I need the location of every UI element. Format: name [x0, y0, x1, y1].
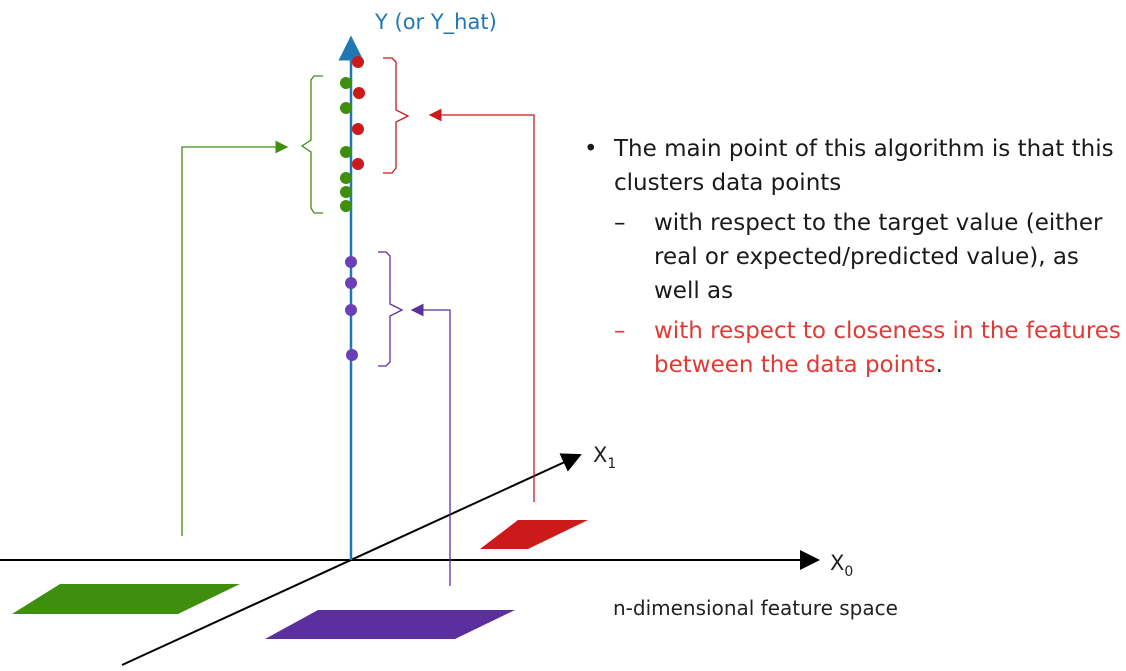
- green-point: [340, 172, 352, 184]
- red-region: [480, 520, 588, 549]
- feature-space-caption: n-dimensional feature space: [613, 596, 898, 620]
- bullet-main-text: The main point of this algorithm is that…: [614, 136, 1114, 196]
- sub-bullet-features: – with respect to closeness in the featur…: [584, 314, 1124, 382]
- red-brace: [383, 57, 410, 174]
- x1-axis-subscript: 1: [607, 456, 616, 472]
- green-connector-arrow: [181, 140, 289, 536]
- purple-point: [345, 304, 357, 316]
- purple-brace: [378, 251, 404, 367]
- green-points: [340, 77, 352, 212]
- purple-region: [265, 610, 515, 639]
- green-point: [340, 77, 352, 89]
- purple-point: [346, 349, 358, 361]
- bullet-main: The main point of this algorithm is that…: [584, 132, 1124, 200]
- red-point: [352, 123, 364, 135]
- green-region: [12, 584, 240, 614]
- y-axis-label: Y (or Y_hat): [374, 10, 497, 35]
- sub-bullet-dash: –: [614, 318, 626, 344]
- purple-point: [345, 277, 357, 289]
- red-connector-arrow: [428, 108, 535, 502]
- red-point: [352, 56, 364, 68]
- sub-bullet-target: – with respect to the target value (eithe…: [584, 206, 1124, 308]
- purple-point: [345, 256, 357, 268]
- green-point: [340, 146, 352, 158]
- green-point: [340, 200, 352, 212]
- x0-axis-label: X0: [830, 551, 853, 580]
- purple-points: [345, 256, 358, 361]
- sub-bullet-period: .: [935, 352, 943, 378]
- sub-bullet-dash: –: [614, 210, 626, 236]
- green-point: [340, 102, 352, 114]
- purple-connector-arrow: [410, 303, 451, 586]
- sub-bullet-target-text: with respect to the target value (either…: [654, 210, 1103, 304]
- green-point: [340, 186, 352, 198]
- red-point: [352, 158, 364, 170]
- x1-axis-label: X1: [593, 443, 616, 472]
- explanation-bullets: The main point of this algorithm is that…: [584, 132, 1124, 388]
- green-brace: [300, 75, 323, 214]
- sub-bullet-features-text: with respect to closeness in the feature…: [654, 318, 1121, 378]
- x0-axis-subscript: 0: [844, 564, 853, 580]
- red-point: [353, 87, 365, 99]
- red-points: [352, 56, 365, 170]
